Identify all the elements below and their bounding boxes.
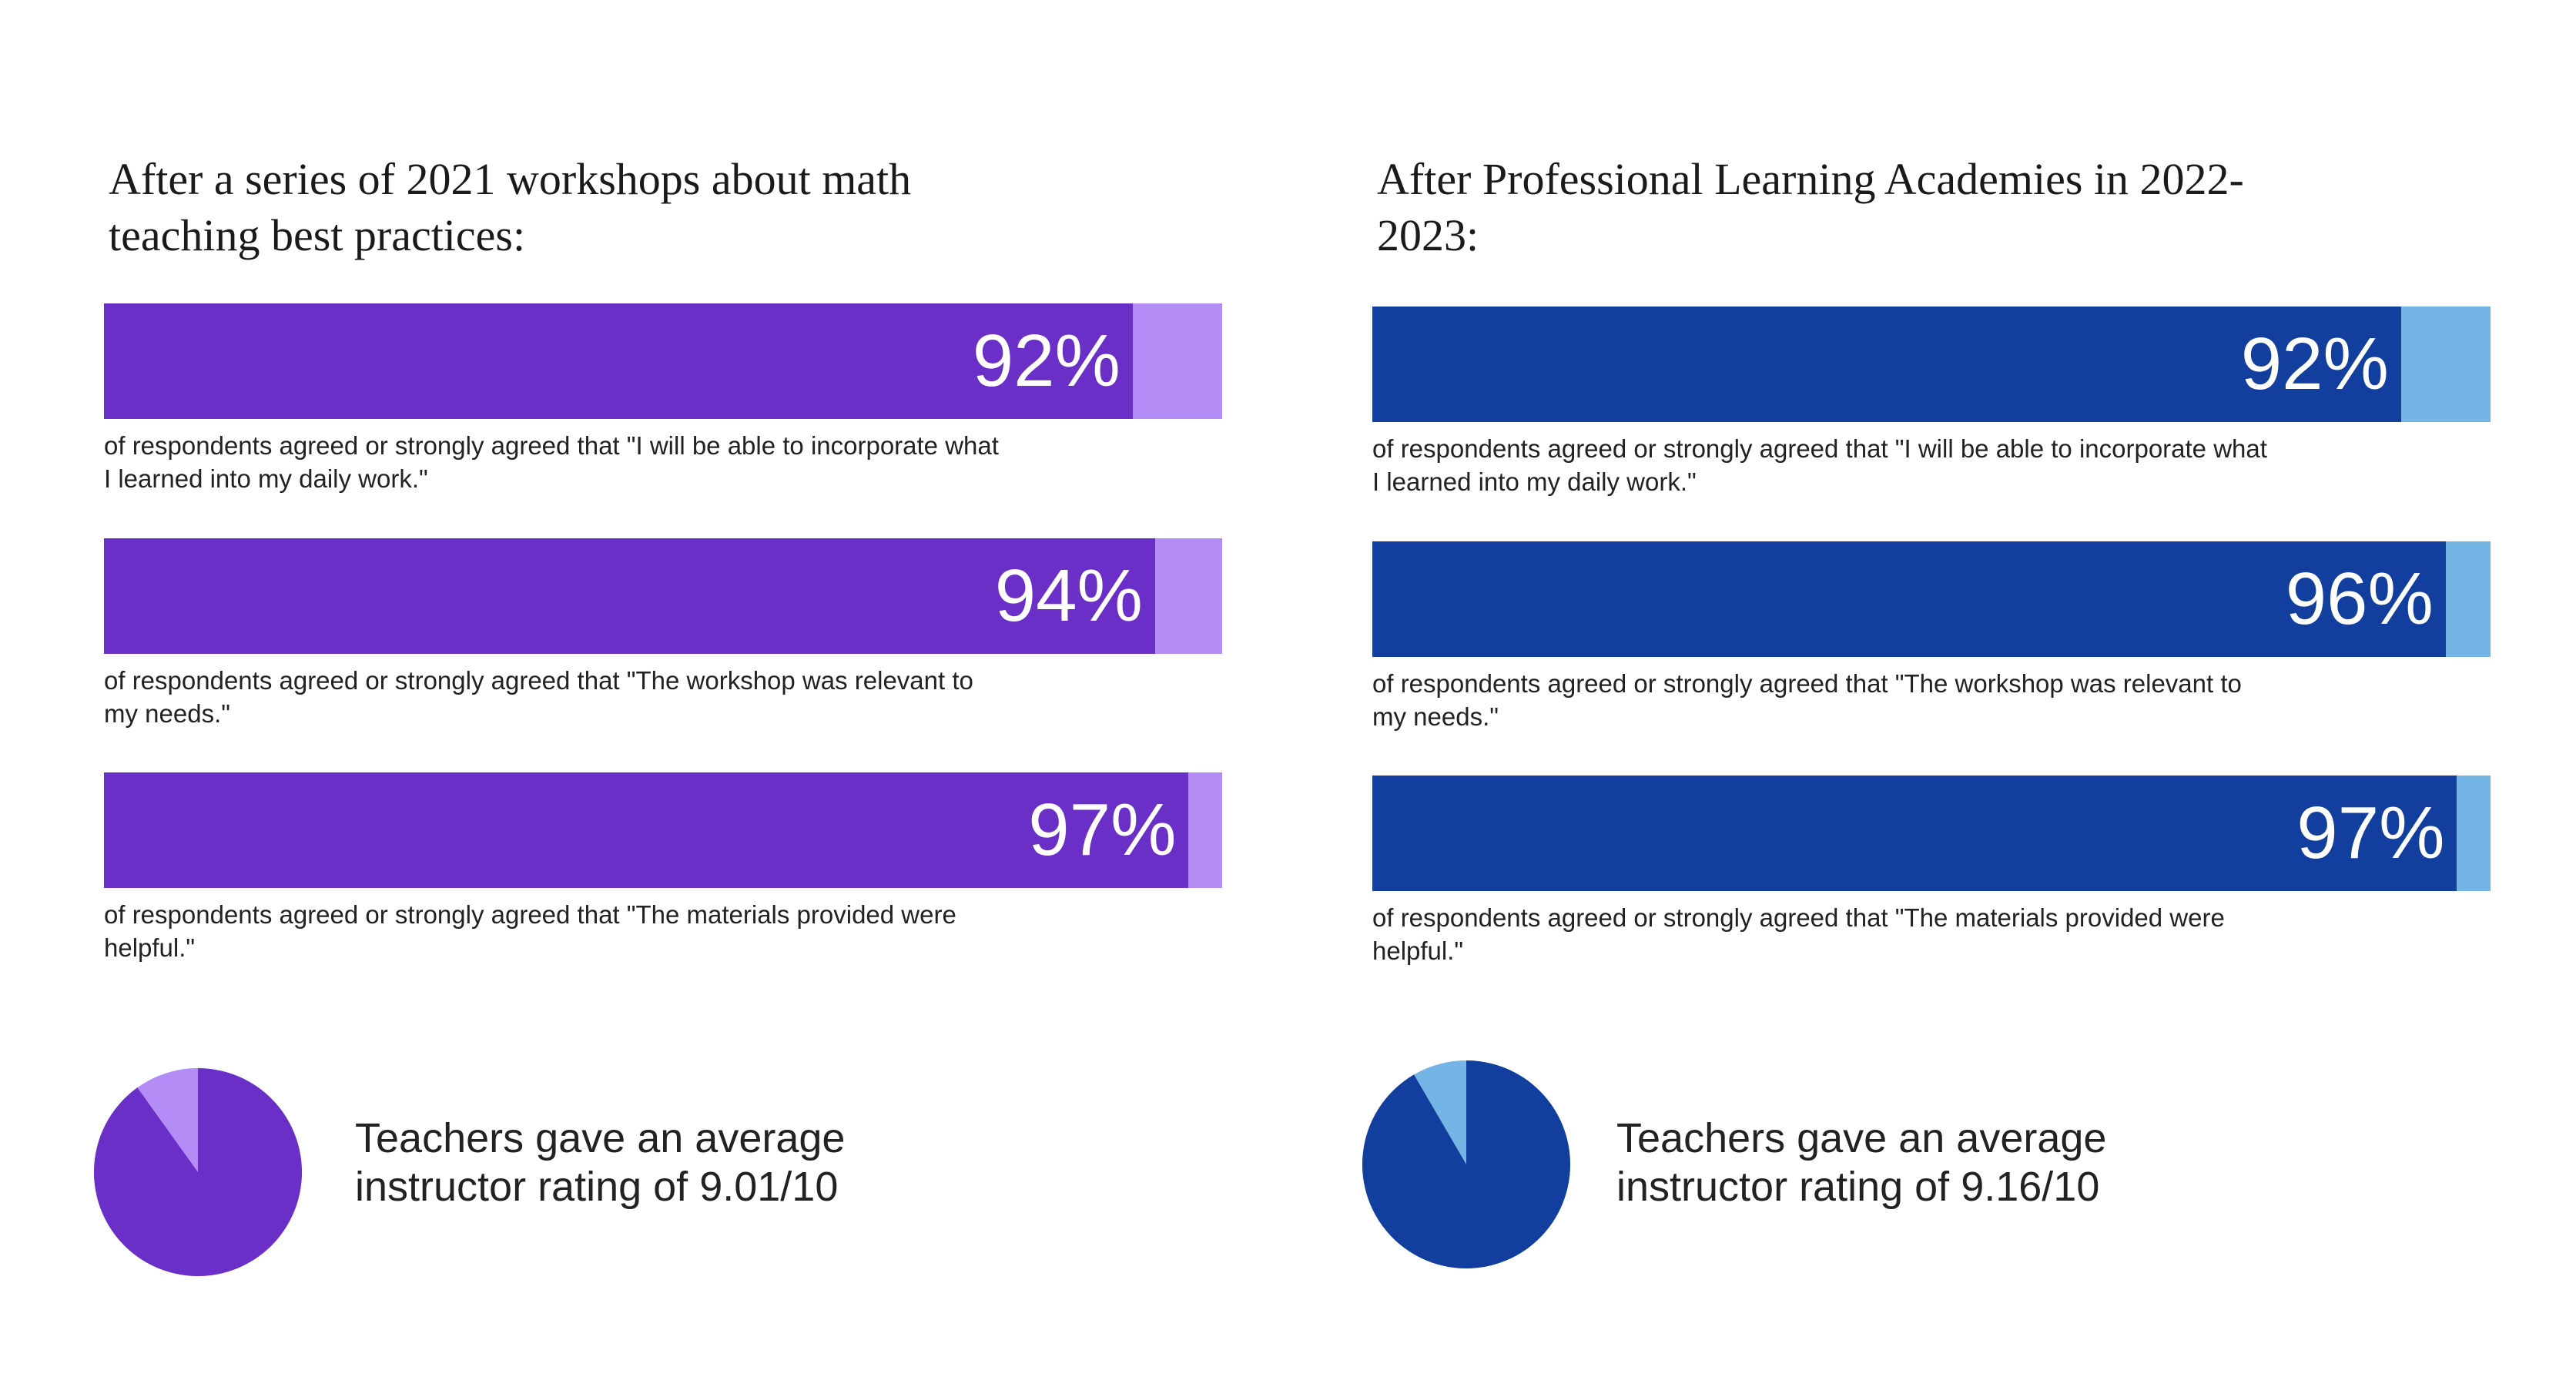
pie-text: Teachers gave an average instructor rati…: [1616, 1115, 2107, 1210]
pie-text: Teachers gave an average instructor rati…: [355, 1115, 846, 1210]
bar-caption: of respondents agreed or strongly agreed…: [1372, 434, 2267, 496]
value-label: 97%: [1028, 789, 1177, 871]
value-label: 97%: [2296, 792, 2445, 874]
value-label: 92%: [2240, 323, 2389, 405]
bar-track: 92%: [1372, 307, 2491, 422]
bar-track: 92%: [104, 303, 1222, 419]
value-label: 96%: [2285, 558, 2434, 640]
bar: [1372, 776, 2457, 891]
value-label: 92%: [972, 320, 1121, 402]
bar: [1372, 541, 2446, 657]
bar-track: 97%: [104, 772, 1222, 888]
bar-track: 96%: [1372, 541, 2491, 657]
bar-caption: of respondents agreed or strongly agreed…: [1372, 903, 2225, 965]
bar: [1372, 307, 2401, 422]
bar: [104, 538, 1155, 654]
bar: [104, 772, 1189, 888]
bar-caption: of respondents agreed or strongly agreed…: [104, 666, 973, 728]
bar-track: 97%: [1372, 776, 2491, 891]
panel-title: After Professional Learning Academies in…: [1377, 154, 2244, 260]
panel-title: After a series of 2021 workshops about m…: [109, 154, 912, 260]
bar: [104, 303, 1133, 419]
bar-track: 94%: [104, 538, 1222, 654]
value-label: 94%: [994, 554, 1143, 637]
pie-slice: [93, 1068, 302, 1276]
pie-slice: [1362, 1060, 1570, 1268]
bar-caption: of respondents agreed or strongly agreed…: [104, 900, 956, 962]
bar-caption: of respondents agreed or strongly agreed…: [104, 431, 999, 493]
bar-caption: of respondents agreed or strongly agreed…: [1372, 669, 2242, 731]
